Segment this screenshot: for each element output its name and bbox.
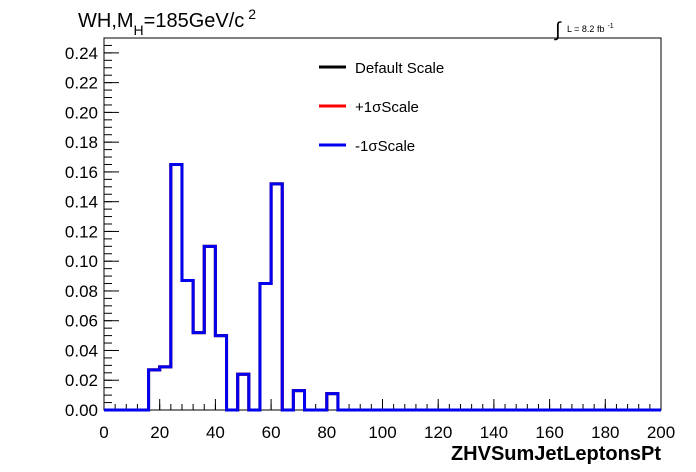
y-tick-label: 0.10 [65, 252, 98, 271]
y-tick-label: 0.24 [65, 44, 98, 63]
x-tick-label: 0 [99, 423, 108, 442]
chart-title-subscript: H [134, 22, 144, 38]
y-tick-label: 0.20 [65, 103, 98, 122]
y-tick-label: 0.22 [65, 74, 98, 93]
y-tick-label: 0.16 [65, 163, 98, 182]
x-tick-label: 20 [150, 423, 169, 442]
legend-label-plus-sigma: +1σScale [355, 99, 419, 116]
lumi-text: L = 8.2 fb [567, 24, 604, 34]
lumi-superscript: -1 [607, 23, 613, 30]
series-line-0 [104, 162, 661, 412]
lumi-label: L = 8.2 fb -1 [567, 23, 614, 34]
lumi-integral-sign: ∫ [554, 19, 562, 41]
legend-label-default-scale: Default Scale [355, 60, 444, 77]
x-tick-label: 60 [262, 423, 281, 442]
y-axis: 0.00 0.02 0.04 0.06 0.08 0.10 0.12 0.14 0.16 0.18… [65, 37, 119, 420]
chart-title-middle: =185GeV/c [144, 10, 245, 32]
x-tick-label: 160 [535, 423, 563, 442]
series-line-1 [104, 162, 661, 412]
plot-frame [103, 37, 662, 411]
y-tick-label: 0.08 [65, 282, 98, 301]
x-axis: 0 20 40 60 80 100 120 140 160 180 200 [99, 399, 675, 442]
y-tick-label: 0.06 [65, 312, 98, 331]
x-tick-label: 100 [368, 423, 396, 442]
x-tick-label: 140 [480, 423, 508, 442]
chart-title-superscript: 2 [248, 6, 256, 22]
y-tick-label: 0.00 [65, 401, 98, 420]
y-tick-label: 0.12 [65, 222, 98, 241]
x-tick-label: 120 [424, 423, 452, 442]
y-tick-label: 0.02 [65, 371, 98, 390]
chart-title: WH,MH=185GeV/c 2 [78, 6, 256, 38]
x-tick-label: 200 [647, 423, 675, 442]
x-tick-label: 40 [206, 423, 225, 442]
histogram-series [104, 162, 661, 412]
y-tick-label: 0.14 [65, 193, 98, 212]
y-tick-label: 0.18 [65, 133, 98, 152]
chart-title-prefix: WH,M [78, 10, 134, 32]
x-tick-label: 180 [591, 423, 619, 442]
series-line-2 [104, 162, 661, 412]
y-tick-label: 0.04 [65, 341, 98, 360]
x-axis-label: ZHVSumJetLeptonsPt [451, 443, 661, 465]
legend-label-minus-sigma: -1σScale [355, 138, 415, 155]
x-tick-label: 80 [317, 423, 336, 442]
legend: Default Scale +1σScale -1σScale [319, 60, 444, 155]
